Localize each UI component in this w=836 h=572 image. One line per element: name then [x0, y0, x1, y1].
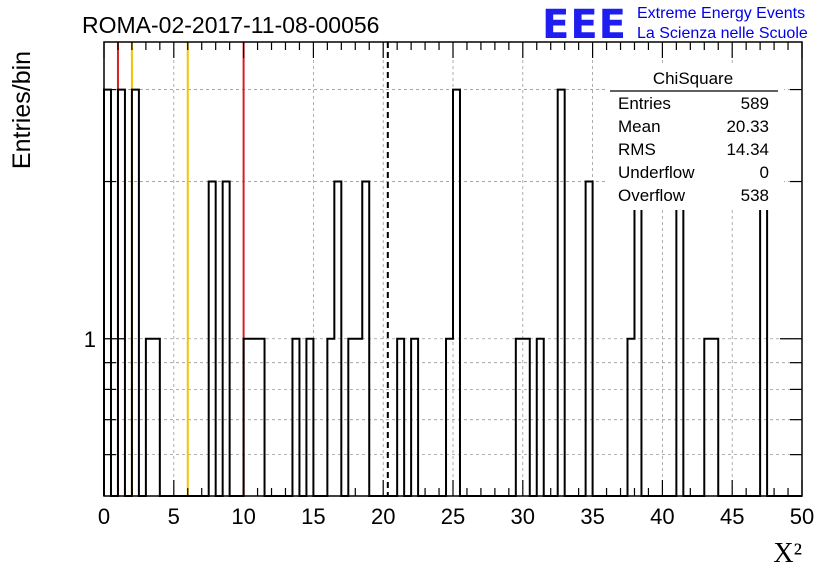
histogram-bin — [446, 339, 453, 496]
histogram-bin — [292, 339, 299, 496]
x-tick-label: 5 — [168, 504, 180, 529]
histogram-bin — [760, 182, 767, 496]
x-tick-label: 30 — [511, 504, 535, 529]
stats-underflow-value: 0 — [760, 163, 769, 182]
histogram-bin — [118, 90, 125, 496]
histogram-bin — [634, 182, 641, 496]
stats-entries-label: Entries — [618, 94, 671, 113]
plot-frame — [103, 41, 803, 497]
stats-mean-label: Mean — [618, 117, 661, 136]
run-title: ROMA-02-2017-11-08-00056 — [82, 12, 379, 38]
histogram-bin — [334, 182, 341, 496]
stats-entries-value: 589 — [741, 94, 769, 113]
x-tick-label: 25 — [441, 504, 465, 529]
stats-box-background — [606, 64, 784, 210]
histogram-bin — [348, 339, 355, 496]
histogram-bin — [537, 339, 544, 496]
histogram-bin — [586, 182, 593, 496]
x-tick-label: 50 — [790, 504, 814, 529]
histogram-bin — [355, 339, 362, 496]
histogram-bin — [453, 90, 460, 496]
histogram-bin — [153, 339, 160, 496]
histogram-bin — [397, 339, 404, 496]
histogram-bin — [711, 339, 718, 496]
x-axis-label: X² — [773, 538, 802, 569]
stats-overflow-label: Overflow — [618, 186, 686, 205]
x-tick-label: 40 — [650, 504, 674, 529]
histogram-bin — [132, 90, 139, 496]
histogram-bin — [704, 339, 711, 496]
stats-mean-value: 20.33 — [726, 117, 769, 136]
y-axis-label: Entries/bin — [8, 51, 36, 169]
x-tick-label: 45 — [720, 504, 744, 529]
brand-line-1: Extreme Energy Events — [637, 5, 805, 22]
histogram-bin — [258, 339, 265, 496]
x-tick-label: 15 — [301, 504, 325, 529]
x-tick-label: 0 — [98, 504, 110, 529]
histogram-bin — [306, 339, 313, 496]
histogram-bin — [223, 182, 230, 496]
histogram-bin — [104, 90, 111, 496]
stats-rms-value: 14.34 — [726, 140, 769, 159]
eee-logo: EEE — [542, 2, 627, 48]
stats-overflow-value: 538 — [741, 186, 769, 205]
histogram-bin — [146, 339, 153, 496]
axis-ticks — [103, 42, 803, 496]
histogram-bin — [244, 339, 251, 496]
histogram-bin — [558, 90, 565, 496]
stats-box: ChiSquare Entries 589 Mean 20.33 RMS 14.… — [606, 64, 784, 210]
brand-line-2: La Scienza nelle Scuole — [637, 25, 808, 42]
histogram-bin — [411, 339, 418, 496]
histogram-bin — [516, 339, 523, 496]
x-tick-label: 20 — [371, 504, 395, 529]
y-tick-label: 1 — [84, 327, 96, 352]
histogram-bin — [676, 182, 683, 496]
histogram-bin — [362, 182, 369, 496]
stats-rms-label: RMS — [618, 140, 656, 159]
histogram-bin — [251, 339, 258, 496]
x-tick-label: 10 — [231, 504, 255, 529]
stats-underflow-label: Underflow — [618, 163, 695, 182]
x-tick-label: 35 — [580, 504, 604, 529]
histogram-bin — [209, 182, 216, 496]
stats-title: ChiSquare — [653, 69, 733, 88]
histogram-bin — [327, 339, 334, 496]
tick-labels: 0 5 10 15 20 25 30 35 40 45 50 1 — [84, 327, 814, 529]
histogram-bin — [628, 339, 635, 496]
histogram-bin — [523, 339, 530, 496]
